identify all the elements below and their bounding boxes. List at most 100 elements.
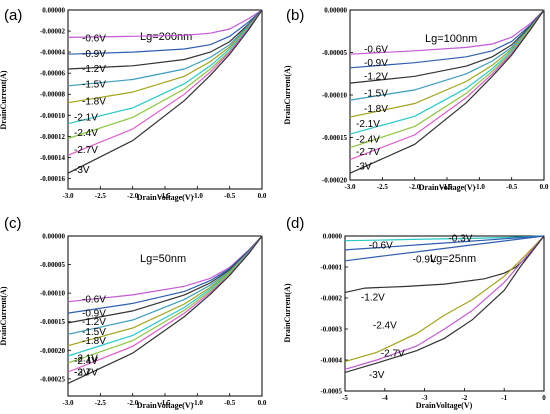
x-tick-label: 0.0 [258,399,267,407]
series-label: -0.9V [82,49,106,60]
series-line-0.6V [349,9,545,55]
x-tick-label: 0.0 [258,192,267,200]
series-label: -1.5V [82,327,106,338]
x-tick-label: -2.0 [127,399,139,407]
y-tick-label: -0.0002 [320,295,342,303]
y-axis-title-b: DrainCurrent(A) [283,65,292,124]
x-tick-label: -2.0 [409,183,421,191]
x-tick-label: -0.5 [224,192,236,200]
series-label: -1.5V [82,80,106,91]
series-label: -1.2V [361,292,385,303]
y-tick-label: -0.00006 [40,70,66,78]
panel-label-b: (b) [286,7,304,24]
series-label: -2.4V [74,128,98,139]
series-label: -0.9V [82,309,106,320]
x-tick-label: -2.5 [95,192,107,200]
annotation-a: Lg=200nm [140,31,192,43]
series-line-0.6V [67,9,263,38]
series-label: -0.6V [364,44,388,55]
x-tick-label: 0 [542,394,546,402]
panel-1-marks: -3.0 -2.5 -2.0 -1.5 -1.0 -0.5 0.0 0.00000 -0.000… [322,7,549,192]
series-line-3V [67,9,263,174]
panel-label-d: (d) [286,215,304,232]
series-label: -2.4V [74,356,98,367]
x-tick-label: -1.5 [159,192,171,200]
series-line-1.8V [67,9,263,104]
y-axis-title-d: DrainCurrent(A) [283,283,292,342]
series-label: -3V [356,162,372,173]
x-tick-label: -1.0 [192,192,204,200]
series-label: -2.7V [74,367,98,378]
series-line-2.7V [344,235,545,370]
series-label: -3V [74,165,90,176]
series-line-0.9V [67,9,263,55]
y-tick-label: -0.00005 [40,261,66,269]
y-tick-label: -0.00025 [40,375,66,383]
x-tick-label: -1.5 [159,399,171,407]
series-label: -0.9V [413,254,437,265]
x-tick-label: -0.5 [224,399,236,407]
series-label: -2.1V [74,112,98,123]
x-axis-title-a: DrainVoltage(V) [137,193,194,202]
x-axis-title-c: DrainVoltage(V) [137,401,194,410]
series-label: -0.9V [364,58,388,69]
series-label: -1.2V [364,71,388,82]
x-tick-label: -2 [461,394,467,402]
y-tick-label: -0.00004 [40,49,66,57]
y-axis-title-a: DrainCurrent(A) [0,70,8,129]
x-tick-label: -2.5 [95,399,107,407]
series-label: -0.6V [369,241,393,252]
series-label: -1.8V [82,97,106,108]
series-label: -1.8V [364,104,388,115]
series-label: -0.6V [82,294,106,305]
series-line-2.4V [344,235,545,363]
y-tick-label: -0.00015 [322,134,348,142]
y-tick-label: -0.00020 [40,347,66,355]
y-tick-label: -0.0003 [320,326,342,334]
panel-label-a: (a) [4,7,22,24]
x-tick-label: -1.0 [192,399,204,407]
panel-0-marks: -3.0 -2.5 -2.0 -1.5 -1.0 -0.5 0.0 0.00000 -0.000… [40,7,267,201]
series-label: -1.8V [82,336,106,347]
x-tick-label: -1 [501,394,507,402]
x-axis-title-b: DrainVoltage(V) [419,183,476,192]
plot-area-d [344,235,545,392]
y-tick-label: 0.00000 [42,233,65,241]
series-line-2.7V [67,9,263,156]
y-tick-label: -0.00010 [40,290,66,298]
annotation-d: Lg=25nm [430,253,476,265]
series-line-3V [344,235,545,373]
series-line-0.3V [344,235,545,242]
x-tick-label: -5 [342,394,348,402]
y-tick-label: -0.00002 [40,28,66,36]
series-label: -0.3V [448,234,472,245]
series-label: -3V [369,370,385,381]
y-tick-label: 0.00000 [42,7,65,15]
y-axis-title-c: DrainCurrent(A) [0,286,8,345]
y-tick-label: -0.00016 [40,175,66,183]
series-line-1.2V [67,9,263,70]
panel-a: (a) Lg=200nm DrainVoltage(V) DrainCurren… [0,7,263,202]
y-tick-label: -0.00010 [40,112,66,120]
x-tick-label: -3 [422,394,428,402]
x-tick-label: 0.0 [540,183,549,191]
y-tick-label: -0.0005 [320,388,342,396]
x-tick-label: -3.0 [62,192,74,200]
series-line-3V [349,9,545,174]
series-line-2.1V [67,9,263,125]
x-tick-label: -3.0 [62,399,74,407]
series-label: -3V [74,367,90,378]
x-tick-label: -4 [382,394,388,402]
panel-2-marks: -3.0 -2.5 -2.0 -1.5 -1.0 -0.5 0.0 0.00000 -0.000… [40,233,267,408]
panel-d: (d) Lg=25nm DrainVoltage(V) DrainCurrent… [283,215,545,410]
x-tick-label: -0.5 [506,183,518,191]
x-tick-label: -1.0 [474,183,486,191]
series-line-1.5V [67,9,263,87]
x-tick-label: -2.5 [377,183,389,191]
y-tick-label: -0.00010 [322,92,348,100]
series-label: -2.7V [381,348,405,359]
y-tick-label: 0.00000 [324,7,347,15]
series-line-0.9V [344,235,545,262]
y-tick-label: -0.0001 [320,264,342,272]
